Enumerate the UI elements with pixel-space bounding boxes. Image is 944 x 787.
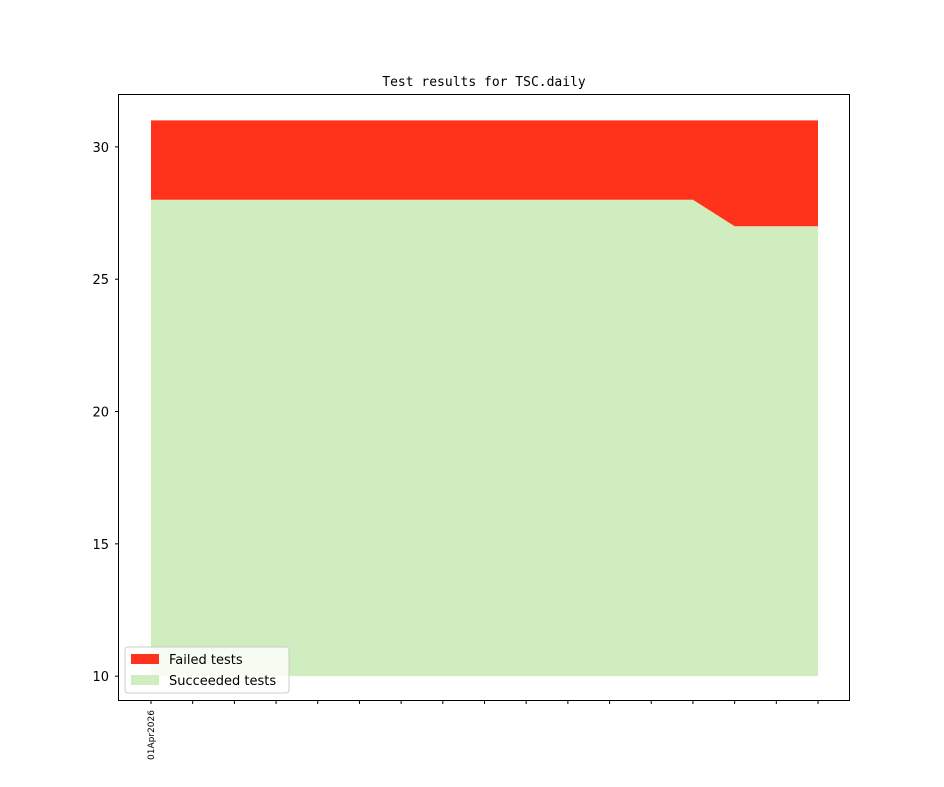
legend-swatch-succeeded xyxy=(131,675,159,685)
y-tick-label: 20 xyxy=(92,406,109,421)
legend-swatch-failed xyxy=(131,654,159,664)
y-tick-label: 25 xyxy=(92,273,109,288)
legend: Failed tests Succeeded tests xyxy=(124,646,290,694)
y-tick-label: 15 xyxy=(92,538,109,553)
plot-area xyxy=(151,120,818,677)
area-failed-tests xyxy=(151,120,818,227)
legend-box xyxy=(124,646,290,694)
x-tick-label: 01Apr2026 xyxy=(147,710,157,760)
x-axis: 01Apr2026 xyxy=(147,700,819,760)
legend-label-succeeded: Succeeded tests xyxy=(169,674,276,689)
y-tick-label: 10 xyxy=(92,670,109,685)
legend-label-failed: Failed tests xyxy=(169,653,243,668)
y-tick-label: 30 xyxy=(92,141,109,156)
chart-title: Test results for TSC.daily xyxy=(382,75,586,90)
area-succeeded-tests xyxy=(151,199,818,677)
y-axis: 10 15 20 25 30 xyxy=(92,141,119,685)
